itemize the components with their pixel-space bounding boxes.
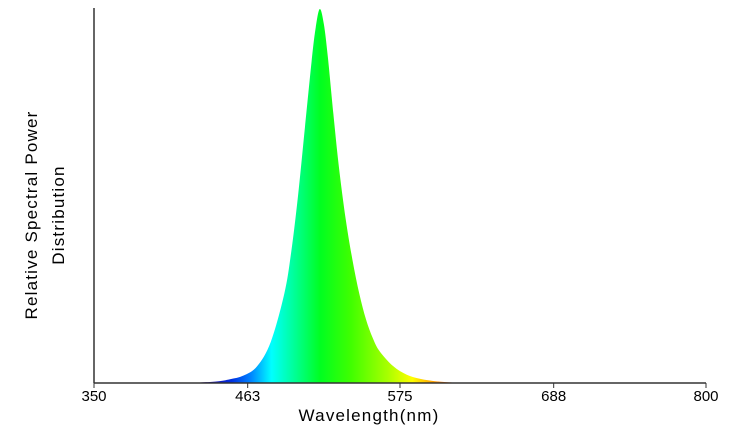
x-tick-label: 350 [81,388,106,405]
spectrum-area [189,8,489,384]
x-axis-ticks: 350 463 575 688 800 [81,383,719,405]
y-axis-title: Relative Spectral Power Distribution [22,110,68,319]
x-axis-title: Wavelength(nm) [299,406,440,425]
y-axis-title-line-1: Relative Spectral Power [22,110,41,319]
x-tick-label: 575 [387,388,412,405]
x-tick-label: 800 [693,388,718,405]
x-tick-label: 463 [235,388,260,405]
x-tick-label: 688 [541,388,566,405]
y-axis-title-line-2: Distribution [49,165,68,264]
